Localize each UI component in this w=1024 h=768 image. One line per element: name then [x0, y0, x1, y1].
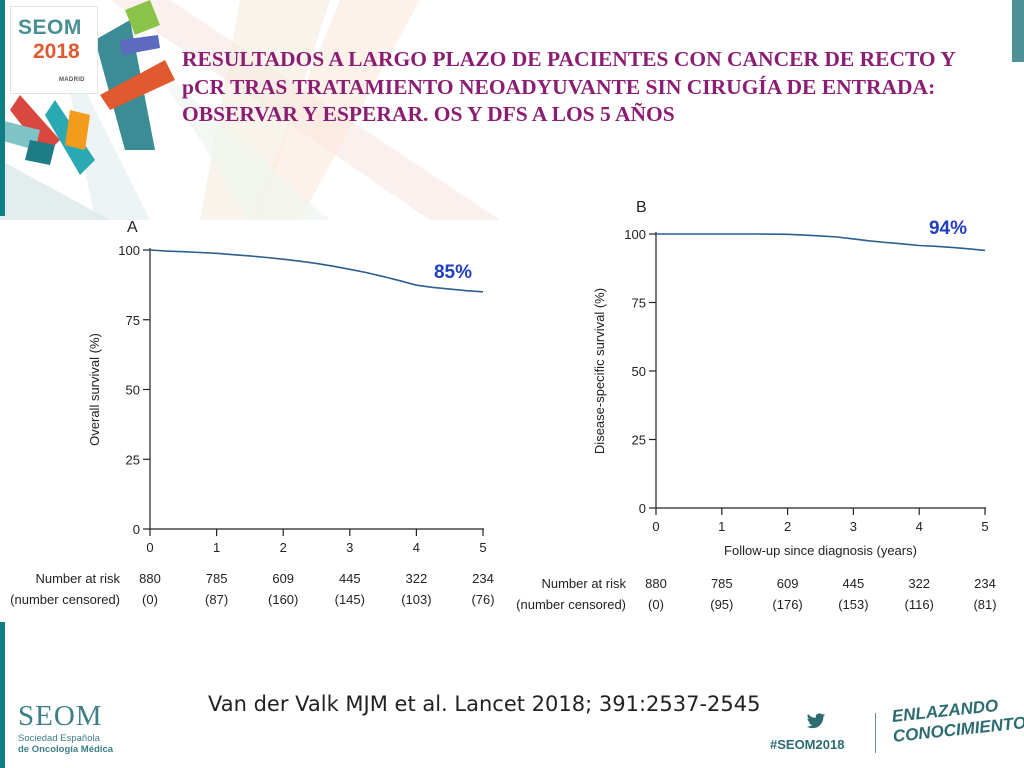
panel-a-censored-value: (103) [401, 592, 431, 607]
panel-a-risk-label: Number at risk [35, 571, 120, 586]
logo-seom-text: SEOM [18, 16, 82, 39]
seom-subtitle-2: de Oncología Médica [18, 744, 114, 755]
logo-year-text: 2018 [33, 40, 80, 63]
left-accent-bar [0, 0, 5, 216]
seom-footer-logo: SEOM [18, 700, 103, 732]
panel-a-x-tick-label: 4 [413, 540, 420, 555]
panel-b-at-risk-value: 234 [974, 576, 996, 591]
panel-b-at-risk-value: 880 [645, 576, 667, 591]
panel-a-x-tick-label: 1 [213, 540, 220, 555]
panel-a-censored-label: (number censored) [10, 592, 120, 607]
panel-b-x-tick-label: 3 [850, 519, 857, 534]
panel-a-at-risk-value: 785 [206, 571, 228, 586]
panel-a-censored-value: (0) [142, 592, 158, 607]
panel-b-at-risk-value: 609 [777, 576, 799, 591]
panel-a-survival-curve [149, 249, 484, 293]
panel-b-censored-value: (95) [710, 597, 733, 612]
panel-b-y-axis-label: Disease-specific survival (%) [592, 288, 607, 454]
panel-a-label: A [127, 219, 138, 236]
panel-b-censored-value: (153) [838, 597, 868, 612]
panel-b-at-risk-value: 785 [711, 576, 733, 591]
panel-a-at-risk-value: 880 [139, 571, 161, 586]
citation: Van der Valk MJM et al. Lancet 2018; 391… [208, 692, 761, 716]
slide-title: RESULTADOS A LARGO PLAZO DE PACIENTES CO… [182, 47, 955, 126]
panel-b-y-tick-label: 25 [632, 433, 646, 448]
panel-b-censored-value: (116) [905, 597, 934, 612]
footer-divider [875, 713, 876, 753]
panel-a-at-risk-value: 234 [472, 571, 494, 586]
panel-b-x-tick-label: 0 [652, 519, 659, 534]
panel-a-censored-value: (145) [335, 592, 365, 607]
panel-b-censored-value: (81) [973, 597, 996, 612]
panel-b-y-tick-label: 50 [632, 364, 646, 379]
panel-b-annotation: 94% [929, 218, 967, 239]
seom-2018-logo: SEOM 2018 MADRID [10, 6, 98, 94]
panel-a-y-tick-label: 50 [126, 383, 140, 398]
panel-a-at-risk-value: 609 [272, 571, 294, 586]
logo-city-text: MADRID [59, 77, 85, 83]
panel-a-y-tick-label: 25 [126, 452, 140, 467]
panel-b-censored-label: (number censored) [516, 597, 626, 612]
panel-b-censored-value: (176) [772, 597, 802, 612]
panel-b-at-risk-value: 322 [908, 576, 930, 591]
panel-a-y-axis-label: Overall survival (%) [87, 333, 102, 446]
panel-b-censored-value: (0) [648, 597, 664, 612]
panel-b-y-tick-label: 0 [639, 501, 646, 516]
panel-b-x-tick-label: 1 [718, 519, 725, 534]
panel-b-risk-label: Number at risk [541, 576, 626, 591]
panel-a-x-tick-label: 3 [346, 540, 353, 555]
left-accent-bar-bottom [0, 622, 5, 768]
panel-a-at-risk-value: 322 [406, 571, 428, 586]
panel-b-at-risk-value: 445 [843, 576, 865, 591]
panel-b-x-axis-label: Follow-up since diagnosis (years) [724, 543, 917, 558]
panel-b-x-tick-label: 4 [916, 519, 923, 534]
seom-subtitle-1: Sociedad Española [18, 733, 100, 744]
twitter-bird-icon [806, 713, 826, 729]
panel-a-annotation: 85% [434, 262, 472, 283]
panel-a-censored-value: (87) [205, 592, 228, 607]
panel-b-label: B [636, 199, 647, 216]
decorative-header-art [0, 0, 500, 220]
panel-a-y-tick-label: 0 [133, 522, 140, 537]
panel-a-censored-value: (160) [268, 592, 298, 607]
panel-a-y-tick-label: 75 [126, 313, 140, 328]
panel-a-y-tick-label: 100 [118, 243, 140, 258]
panel-b-y-tick-label: 75 [632, 296, 646, 311]
panel-b-y-tick-label: 100 [624, 227, 646, 242]
panel-a-x-tick-label: 5 [479, 540, 486, 555]
panel-b-x-tick-label: 2 [784, 519, 791, 534]
panel-b-survival-curve [656, 233, 986, 252]
panel-a-x-tick-label: 2 [280, 540, 287, 555]
panel-b-x-tick-label: 5 [981, 519, 988, 534]
panel-a-censored-value: (76) [471, 592, 494, 607]
hashtag: #SEOM2018 [770, 737, 845, 752]
top-right-accent-bar [1012, 0, 1024, 62]
panel-a-x-tick-label: 0 [146, 540, 153, 555]
panel-a-at-risk-value: 445 [339, 571, 361, 586]
